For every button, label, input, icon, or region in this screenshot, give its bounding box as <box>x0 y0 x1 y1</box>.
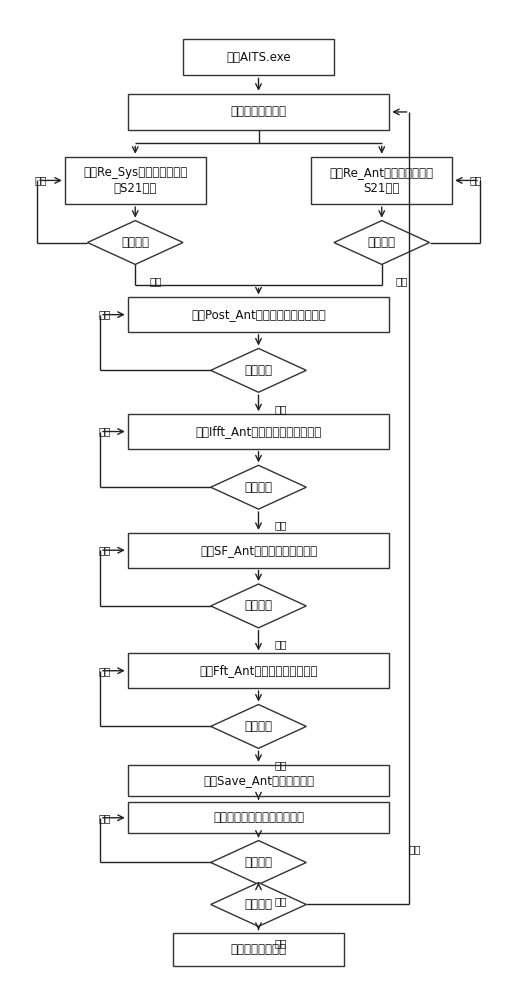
Text: 继续: 继续 <box>149 276 162 286</box>
Text: 启动AITS.exe: 启动AITS.exe <box>226 51 291 64</box>
Text: 进程判断: 进程判断 <box>121 236 149 249</box>
Text: 进程判断: 进程判断 <box>245 481 272 494</box>
Text: 进程判断: 进程判断 <box>245 599 272 612</box>
Text: 进程判断: 进程判断 <box>245 856 272 869</box>
Text: 重复: 重复 <box>469 175 482 185</box>
Text: 进程判断: 进程判断 <box>368 236 396 249</box>
Text: 调用Ifft_Ant函数进行傅里叶反变换: 调用Ifft_Ant函数进行傅里叶反变换 <box>195 425 322 438</box>
Polygon shape <box>87 221 183 264</box>
Text: 结束: 结束 <box>275 938 287 948</box>
Text: 调用SF_Ant函数做空间滤波处理: 调用SF_Ant函数做空间滤波处理 <box>200 544 317 557</box>
Text: 重复: 重复 <box>99 545 111 555</box>
Text: 重复: 重复 <box>408 844 421 854</box>
Text: 重复: 重复 <box>99 310 111 320</box>
Polygon shape <box>211 465 306 509</box>
Text: 调用Fft_Ant函数进行傅里叶变换: 调用Fft_Ant函数进行傅里叶变换 <box>200 664 317 677</box>
Bar <box>128 94 389 130</box>
Text: 继续: 继续 <box>275 521 287 531</box>
Text: 继续: 继续 <box>275 404 287 414</box>
Text: 调用Post_Ant函数消去测试链路影响: 调用Post_Ant函数消去测试链路影响 <box>191 308 326 321</box>
Bar <box>128 533 389 568</box>
Text: 继续: 继续 <box>275 896 287 906</box>
Text: 进程判断: 进程判断 <box>245 720 272 733</box>
Bar <box>128 297 389 332</box>
Text: 数据处理模块界面: 数据处理模块界面 <box>231 105 286 118</box>
Bar <box>173 933 344 966</box>
Bar <box>128 653 389 688</box>
Bar <box>128 414 389 449</box>
Polygon shape <box>211 584 306 628</box>
Text: 继续: 继续 <box>396 276 408 286</box>
Bar <box>128 765 389 796</box>
Polygon shape <box>334 221 430 264</box>
Bar <box>128 802 389 833</box>
Text: 退出数据处理模块: 退出数据处理模块 <box>231 943 286 956</box>
Polygon shape <box>211 705 306 748</box>
Bar <box>183 39 334 75</box>
Polygon shape <box>211 841 306 884</box>
Text: 调用Save_Ant函数存储数据: 调用Save_Ant函数存储数据 <box>203 774 314 787</box>
Polygon shape <box>211 883 306 926</box>
Text: 重复: 重复 <box>99 427 111 437</box>
Text: 进程判断: 进程判断 <box>245 898 272 911</box>
Bar <box>311 157 452 204</box>
Text: 重复: 重复 <box>35 175 48 185</box>
Text: 继续: 继续 <box>275 760 287 770</box>
Text: 输出传递给测试结果输出模块: 输出传递给测试结果输出模块 <box>213 811 304 824</box>
Text: 进程判断: 进程判断 <box>245 364 272 377</box>
Bar <box>65 157 206 204</box>
Text: 重复: 重复 <box>99 666 111 676</box>
Text: 重复: 重复 <box>99 813 111 823</box>
Text: 继续: 继续 <box>275 639 287 649</box>
Text: 调用Re_Sys函数读取测试链
路S21参数: 调用Re_Sys函数读取测试链 路S21参数 <box>83 166 187 195</box>
Text: 调用Re_Ant读取天线隔离度
S21参数: 调用Re_Ant读取天线隔离度 S21参数 <box>330 166 434 195</box>
Polygon shape <box>211 348 306 392</box>
